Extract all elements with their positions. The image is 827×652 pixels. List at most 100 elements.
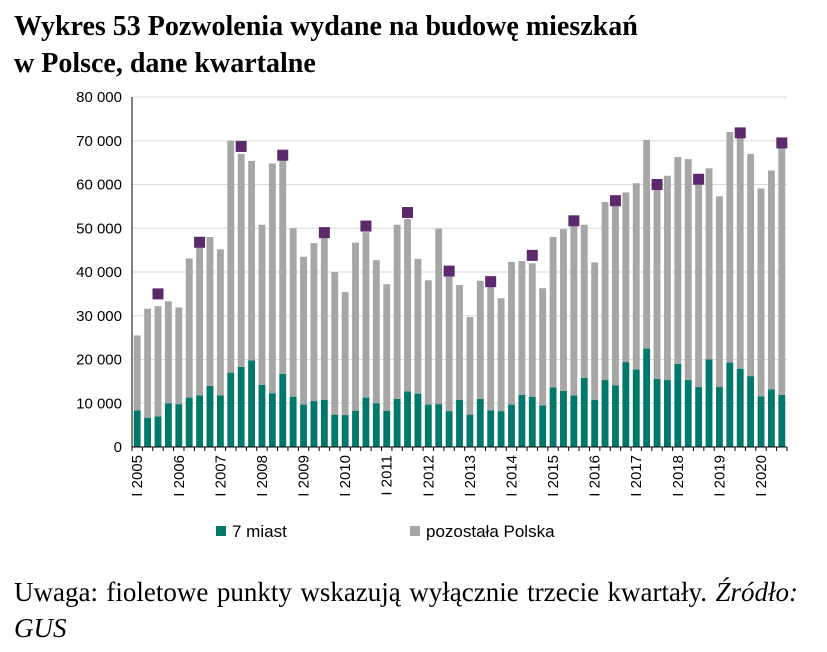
bar-pozostala-polska: [549, 237, 557, 388]
bar-pozostala-polska: [664, 175, 671, 381]
bar-7-miast: [352, 410, 359, 447]
bar-7-miast: [196, 395, 204, 447]
bar-pozostala-polska: [497, 298, 505, 412]
legend-swatch-pozostala-polska: [410, 526, 420, 536]
bar-7-miast: [632, 369, 640, 447]
bar-7-miast: [487, 410, 495, 447]
bar-7-miast: [622, 362, 630, 447]
x-tick-label: I 2011: [379, 455, 396, 496]
chart-title-line2: w Polsce, dane kwartalne: [14, 48, 316, 79]
bar-7-miast: [539, 405, 547, 447]
bar-pozostala-polska: [591, 262, 599, 400]
bar-7-miast: [757, 396, 765, 447]
third-quarter-marker: [152, 288, 164, 300]
third-quarter-marker: [194, 236, 206, 248]
bar-7-miast: [144, 417, 152, 447]
bar-pozostala-polska: [580, 224, 588, 378]
third-quarter-marker: [609, 195, 621, 207]
bar-7-miast: [424, 404, 432, 447]
bar-pozostala-polska: [445, 276, 453, 412]
y-tick-label: 40 000: [76, 264, 122, 281]
y-tick-label: 70 000: [76, 133, 122, 150]
bar-7-miast: [767, 389, 775, 447]
bar-7-miast: [300, 404, 307, 447]
bar-pozostala-polska: [331, 272, 339, 415]
third-quarter-marker: [526, 249, 538, 261]
bar-pozostala-polska: [279, 155, 287, 374]
bar-7-miast: [549, 387, 557, 447]
bar-7-miast: [466, 414, 474, 447]
bar-7-miast: [653, 378, 661, 447]
x-tick-label: I 2016: [587, 455, 604, 497]
x-tick-label: I 2005: [129, 455, 146, 497]
bar-7-miast: [508, 404, 515, 447]
bar-pozostala-polska: [300, 256, 307, 405]
bar-7-miast: [560, 391, 567, 447]
bar-7-miast: [715, 387, 723, 447]
bar-pozostala-polska: [632, 183, 640, 370]
y-tick-label: 60 000: [76, 177, 122, 194]
bar-pozostala-polska: [227, 140, 235, 373]
bar-pozostala-polska: [362, 232, 370, 398]
bar-pozostala-polska: [643, 139, 651, 349]
bar-pozostala-polska: [133, 335, 141, 411]
legend-label-pozostala-polska: pozostała Polska: [426, 522, 555, 541]
x-tick-label: I 2014: [503, 455, 520, 497]
bar-pozostala-polska: [715, 196, 723, 388]
bar-pozostala-polska: [268, 163, 276, 394]
bar-7-miast: [362, 397, 370, 447]
bar-pozostala-polska: [175, 307, 183, 405]
bars: [133, 132, 786, 447]
bar-pozostala-polska: [206, 237, 214, 386]
bar-7-miast: [175, 404, 183, 447]
bar-pozostala-polska: [164, 301, 172, 404]
third-quarter-marker: [693, 173, 705, 185]
bar-pozostala-polska: [352, 242, 359, 411]
bar-7-miast: [778, 394, 786, 447]
bar-pozostala-polska: [601, 202, 609, 381]
third-quarter-marker: [277, 149, 289, 161]
y-tick-label: 0: [114, 439, 122, 456]
third-quarter-marker: [235, 140, 247, 152]
x-tick-label: I 2009: [296, 455, 313, 497]
bar-pozostala-polska: [372, 260, 380, 404]
third-quarter-marker: [568, 215, 580, 227]
bar-pozostala-polska: [185, 258, 193, 398]
bar-pozostala-polska: [612, 202, 619, 386]
bar-7-miast: [601, 380, 609, 447]
bar-pozostala-polska: [196, 242, 204, 396]
bar-7-miast: [393, 398, 401, 447]
bar-7-miast: [279, 373, 287, 447]
legend-swatch-7-miast: [216, 526, 226, 536]
bar-7-miast: [185, 397, 193, 447]
bar-7-miast: [570, 395, 578, 447]
bar-7-miast: [237, 366, 245, 447]
x-tick-label: I 2010: [337, 455, 354, 497]
bar-pozostala-polska: [570, 226, 578, 396]
bar-pozostala-polska: [476, 280, 484, 399]
x-tick-label: I 2012: [420, 455, 437, 497]
note-source: Źródło: GUS: [14, 577, 798, 643]
y-tick-label: 10 000: [76, 395, 122, 412]
third-quarter-marker: [776, 137, 788, 149]
bar-7-miast: [372, 403, 380, 447]
bar-7-miast: [736, 368, 744, 447]
third-quarter-marker: [734, 127, 746, 139]
bar-7-miast: [684, 380, 692, 447]
bar-7-miast: [497, 411, 505, 447]
stacked-bar-chart: 0 10 000 20 000 30 000 40 000 50 000 60 000 70 …: [76, 89, 788, 541]
bar-7-miast: [664, 380, 671, 447]
bar-pozostala-polska: [528, 263, 536, 397]
third-quarter-marker: [318, 227, 330, 239]
bar-pozostala-polska: [695, 178, 703, 388]
bar-7-miast: [206, 385, 214, 447]
bar-pozostala-polska: [320, 232, 328, 400]
bar-pozostala-polska: [674, 156, 682, 364]
bar-7-miast: [643, 348, 651, 447]
bar-pozostala-polska: [757, 188, 765, 397]
bar-7-miast: [414, 393, 422, 447]
third-quarter-markers: [152, 127, 788, 300]
bar-7-miast: [518, 394, 526, 447]
chart-title-line1: Wykres 53 Pozwolenia wydane na budowę mi…: [14, 11, 638, 42]
bar-7-miast: [383, 410, 391, 447]
